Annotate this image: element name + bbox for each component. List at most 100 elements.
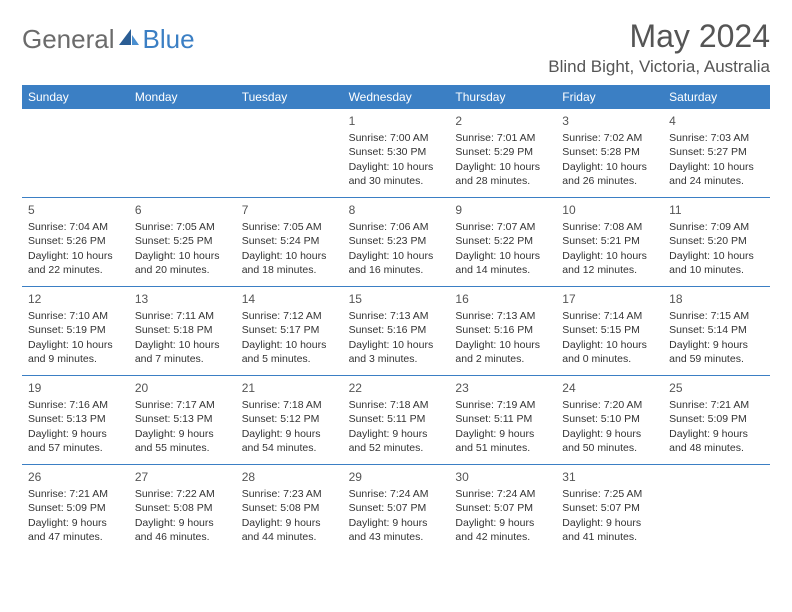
day-sunrise: Sunrise: 7:09 AM xyxy=(669,220,764,234)
day-sunset: Sunset: 5:19 PM xyxy=(28,323,123,337)
day-number: 10 xyxy=(562,202,657,218)
day-number: 28 xyxy=(242,469,337,485)
day-sunrise: Sunrise: 7:17 AM xyxy=(135,398,230,412)
day-sunrise: Sunrise: 7:22 AM xyxy=(135,487,230,501)
day-daylight1: Daylight: 10 hours xyxy=(562,160,657,174)
day-sunset: Sunset: 5:09 PM xyxy=(28,501,123,515)
day-sunrise: Sunrise: 7:24 AM xyxy=(455,487,550,501)
day-sunset: Sunset: 5:07 PM xyxy=(349,501,444,515)
day-daylight1: Daylight: 10 hours xyxy=(242,249,337,263)
day-cell: 24Sunrise: 7:20 AMSunset: 5:10 PMDayligh… xyxy=(556,376,663,464)
day-daylight2: and 26 minutes. xyxy=(562,174,657,188)
day-daylight1: Daylight: 10 hours xyxy=(455,338,550,352)
day-daylight2: and 52 minutes. xyxy=(349,441,444,455)
day-sunset: Sunset: 5:07 PM xyxy=(562,501,657,515)
day-number: 16 xyxy=(455,291,550,307)
day-daylight1: Daylight: 10 hours xyxy=(349,160,444,174)
day-sunrise: Sunrise: 7:18 AM xyxy=(349,398,444,412)
day-header-thursday: Thursday xyxy=(449,85,556,109)
day-sunrise: Sunrise: 7:15 AM xyxy=(669,309,764,323)
day-sunset: Sunset: 5:12 PM xyxy=(242,412,337,426)
day-daylight2: and 50 minutes. xyxy=(562,441,657,455)
day-cell: 8Sunrise: 7:06 AMSunset: 5:23 PMDaylight… xyxy=(343,198,450,286)
day-daylight1: Daylight: 10 hours xyxy=(242,338,337,352)
week-row: 5Sunrise: 7:04 AMSunset: 5:26 PMDaylight… xyxy=(22,197,770,286)
day-daylight2: and 48 minutes. xyxy=(669,441,764,455)
day-daylight2: and 14 minutes. xyxy=(455,263,550,277)
day-daylight2: and 12 minutes. xyxy=(562,263,657,277)
day-daylight2: and 10 minutes. xyxy=(669,263,764,277)
day-sunset: Sunset: 5:08 PM xyxy=(242,501,337,515)
day-cell: 20 Sunrise: 7:17 AMSunset: 5:13 PMDayligh… xyxy=(129,376,236,464)
day-daylight2: and 59 minutes. xyxy=(669,352,764,366)
day-daylight1: Daylight: 10 hours xyxy=(349,338,444,352)
day-cell: 3 Sunrise: 7:02 AMSunset: 5:28 PMDaylight… xyxy=(556,109,663,197)
day-header-wednesday: Wednesday xyxy=(343,85,450,109)
weeks-container: 1Sunrise: 7:00 AMSunset: 5:30 PMDaylight… xyxy=(22,109,770,553)
day-daylight1: Daylight: 10 hours xyxy=(562,338,657,352)
day-number: 22 xyxy=(349,380,444,396)
day-daylight1: Daylight: 10 hours xyxy=(455,249,550,263)
day-number: 1 xyxy=(349,113,444,129)
day-cell: 18Sunrise: 7:15 AMSunset: 5:14 PMDayligh… xyxy=(663,287,770,375)
day-cell: 1 Sunrise: 7:00 AMSunset: 5:30 PMDaylight… xyxy=(343,109,450,197)
day-sunset: Sunset: 5:21 PM xyxy=(562,234,657,248)
day-number: 29 xyxy=(349,469,444,485)
day-sunset: Sunset: 5:29 PM xyxy=(455,145,550,159)
day-daylight1: Daylight: 9 hours xyxy=(242,427,337,441)
day-daylight2: and 20 minutes. xyxy=(135,263,230,277)
day-number: 3 xyxy=(562,113,657,129)
day-daylight1: Daylight: 9 hours xyxy=(135,427,230,441)
day-daylight1: Daylight: 9 hours xyxy=(349,427,444,441)
day-daylight1: Daylight: 10 hours xyxy=(28,338,123,352)
day-sunrise: Sunrise: 7:02 AM xyxy=(562,131,657,145)
day-sunset: Sunset: 5:30 PM xyxy=(349,145,444,159)
day-cell: 25Sunrise: 7:21 AMSunset: 5:09 PMDayligh… xyxy=(663,376,770,464)
day-sunset: Sunset: 5:10 PM xyxy=(562,412,657,426)
day-number: 5 xyxy=(28,202,123,218)
day-cell: 31Sunrise: 7:25 AMSunset: 5:07 PMDayligh… xyxy=(556,465,663,553)
day-sunset: Sunset: 5:08 PM xyxy=(135,501,230,515)
day-daylight2: and 22 minutes. xyxy=(28,263,123,277)
day-daylight1: Daylight: 10 hours xyxy=(135,338,230,352)
day-daylight2: and 16 minutes. xyxy=(349,263,444,277)
day-sunset: Sunset: 5:20 PM xyxy=(669,234,764,248)
logo-text-blue: Blue xyxy=(143,24,195,55)
day-cell: 13Sunrise: 7:11 AMSunset: 5:18 PMDayligh… xyxy=(129,287,236,375)
day-number: 11 xyxy=(669,202,764,218)
day-daylight2: and 41 minutes. xyxy=(562,530,657,544)
day-sunrise: Sunrise: 7:16 AM xyxy=(28,398,123,412)
day-sunrise: Sunrise: 7:10 AM xyxy=(28,309,123,323)
day-sunrise: Sunrise: 7:18 AM xyxy=(242,398,337,412)
day-sunrise: Sunrise: 7:00 AM xyxy=(349,131,444,145)
day-daylight1: Daylight: 10 hours xyxy=(349,249,444,263)
day-headers-row: Sunday Monday Tuesday Wednesday Thursday… xyxy=(22,85,770,109)
day-sunrise: Sunrise: 7:20 AM xyxy=(562,398,657,412)
day-daylight2: and 46 minutes. xyxy=(135,530,230,544)
day-sunrise: Sunrise: 7:13 AM xyxy=(349,309,444,323)
logo-sail-icon xyxy=(117,25,141,54)
day-sunrise: Sunrise: 7:03 AM xyxy=(669,131,764,145)
day-sunrise: Sunrise: 7:07 AM xyxy=(455,220,550,234)
day-number: 21 xyxy=(242,380,337,396)
day-number: 27 xyxy=(135,469,230,485)
logo-text-general: General xyxy=(22,24,115,55)
day-daylight2: and 7 minutes. xyxy=(135,352,230,366)
day-sunset: Sunset: 5:28 PM xyxy=(562,145,657,159)
day-number: 26 xyxy=(28,469,123,485)
day-sunset: Sunset: 5:13 PM xyxy=(135,412,230,426)
day-cell: 26Sunrise: 7:21 AMSunset: 5:09 PMDayligh… xyxy=(22,465,129,553)
week-row: 26Sunrise: 7:21 AMSunset: 5:09 PMDayligh… xyxy=(22,464,770,553)
day-cell: 27Sunrise: 7:22 AMSunset: 5:08 PMDayligh… xyxy=(129,465,236,553)
day-number: 17 xyxy=(562,291,657,307)
day-sunset: Sunset: 5:25 PM xyxy=(135,234,230,248)
day-daylight2: and 5 minutes. xyxy=(242,352,337,366)
day-daylight1: Daylight: 10 hours xyxy=(669,249,764,263)
day-sunset: Sunset: 5:11 PM xyxy=(349,412,444,426)
day-cell: 5Sunrise: 7:04 AMSunset: 5:26 PMDaylight… xyxy=(22,198,129,286)
day-daylight1: Daylight: 9 hours xyxy=(28,427,123,441)
day-daylight2: and 28 minutes. xyxy=(455,174,550,188)
day-sunrise: Sunrise: 7:23 AM xyxy=(242,487,337,501)
day-number: 20 xyxy=(135,380,230,396)
day-number: 8 xyxy=(349,202,444,218)
